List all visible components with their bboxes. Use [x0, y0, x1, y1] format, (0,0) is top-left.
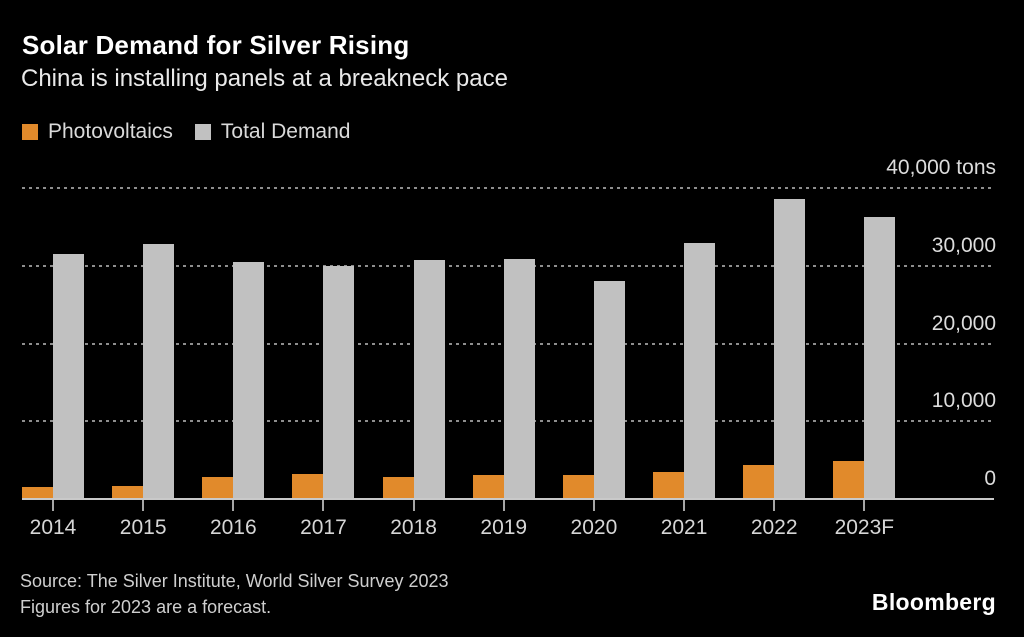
x-axis-label-2015: 2015	[119, 516, 167, 539]
forecast-note: Figures for 2023 are a forecast.	[20, 597, 272, 617]
bar-photovoltaics-2017	[292, 474, 324, 499]
bar-total-demand-2017	[323, 265, 355, 499]
bar-photovoltaics-2021	[653, 471, 685, 499]
x-axis-tick-2016	[232, 500, 235, 511]
x-axis-label-2021: 2021	[660, 516, 708, 539]
x-axis-label-2017: 2017	[300, 516, 347, 539]
x-axis-label-2022: 2022	[750, 516, 798, 539]
y-axis-label-40000: 40,000 tons	[886, 156, 996, 179]
chart-subtitle: China is installing panels at a breaknec…	[21, 65, 508, 92]
x-axis-label-2023F: 2023F	[834, 516, 895, 539]
bloomberg-logo: Bloomberg	[871, 589, 996, 615]
y-axis-label-30000: 30,000	[931, 233, 996, 257]
y-axis-label-10000: 10,000	[931, 389, 996, 413]
legend-label: Total Demand	[220, 120, 351, 143]
x-axis-tick-2023F	[863, 500, 866, 511]
y-axis-label-0: 0	[984, 467, 996, 490]
bar-photovoltaics-2016	[202, 476, 234, 499]
bar-photovoltaics-2014	[22, 487, 53, 499]
photovoltaics-swatch-icon	[22, 124, 38, 140]
gridline-40000	[22, 187, 994, 189]
x-axis-label-2020: 2020	[570, 516, 618, 539]
x-axis-tick-2017	[322, 500, 325, 511]
y-axis-label-20000: 20,000	[931, 311, 996, 335]
source-note: Source: The Silver Institute, World Silv…	[20, 568, 449, 620]
bar-photovoltaics-2019	[472, 474, 504, 499]
legend-item-total-demand: Total Demand	[194, 120, 351, 144]
x-axis-label-2016: 2016	[209, 516, 257, 539]
chart-legend: Photovoltaics Total Demand	[22, 120, 372, 144]
x-axis-tick-2018	[412, 500, 415, 511]
total-demand-swatch-icon	[194, 124, 211, 140]
bar-photovoltaics-2022	[743, 464, 775, 499]
bar-total-demand-2015	[143, 244, 175, 499]
bar-total-demand-2019	[503, 258, 535, 499]
legend-label: Photovoltaics	[48, 120, 173, 143]
bar-photovoltaics-2015	[112, 485, 144, 499]
source-line: Source: The Silver Institute, World Silv…	[20, 571, 449, 591]
x-axis-label-2018: 2018	[390, 516, 437, 539]
bar-photovoltaics-2018	[382, 476, 414, 499]
x-axis-tick-2015	[142, 500, 145, 511]
bar-total-demand-2022	[774, 198, 806, 499]
bar-photovoltaics-2020	[562, 474, 594, 499]
x-axis-tick-2014	[52, 500, 54, 511]
x-axis-label-2014: 2014	[29, 516, 77, 539]
bar-total-demand-2020	[593, 280, 625, 499]
chart-title: Solar Demand for Silver Rising	[22, 30, 410, 60]
legend-item-photovoltaics: Photovoltaics	[22, 120, 173, 144]
bar-total-demand-2016	[233, 261, 265, 499]
x-axis-tick-2022	[773, 500, 776, 511]
bar-total-demand-2023F	[864, 216, 896, 499]
bar-total-demand-2018	[413, 259, 445, 499]
x-axis-line	[22, 498, 994, 500]
x-axis-label-2019: 2019	[480, 516, 528, 539]
plot-area	[22, 187, 994, 499]
x-axis-tick-2020	[592, 500, 595, 511]
x-axis-tick-2021	[683, 500, 686, 511]
bar-total-demand-2014	[53, 254, 84, 499]
bar-photovoltaics-2023F	[833, 460, 865, 499]
bar-total-demand-2021	[684, 243, 716, 499]
x-axis-tick-2019	[502, 500, 505, 511]
